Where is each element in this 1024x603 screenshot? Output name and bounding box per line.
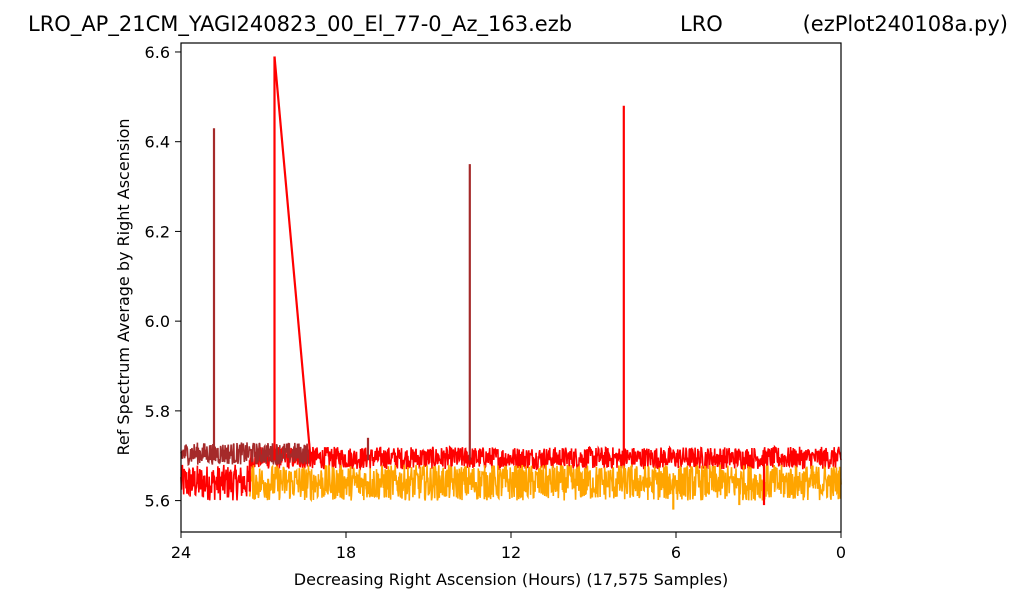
y-tick-label: 6.6: [145, 43, 170, 62]
y-tick-label: 6.2: [145, 222, 170, 241]
header-site: LRO: [680, 12, 723, 36]
x-tick-label: 12: [501, 543, 521, 562]
series-band-red: [180, 464, 251, 501]
spike-decay-line: [273, 56, 312, 456]
x-axis-label: Decreasing Right Ascension (Hours) (17,5…: [294, 570, 728, 589]
series-band-orange: [249, 463, 842, 503]
y-tick-label: 6.0: [145, 312, 170, 331]
y-axis: 5.6 5.8 6.0 6.2 6.4 6.6: [145, 43, 181, 511]
plot-area: [180, 56, 842, 510]
header-script: (ezPlot240108a.py): [803, 12, 1008, 36]
y-tick-label: 5.6: [145, 492, 170, 511]
y-tick-label: 6.4: [145, 133, 170, 152]
y-axis-label: Ref Spectrum Average by Right Ascension: [114, 118, 133, 455]
x-tick-label: 18: [336, 543, 356, 562]
x-axis: 24 18 12 6 0: [171, 532, 846, 562]
x-tick-label: 6: [671, 543, 681, 562]
x-tick-label: 24: [171, 543, 191, 562]
x-tick-label: 0: [836, 543, 846, 562]
header-filename: LRO_AP_21CM_YAGI240823_00_El_77-0_Az_163…: [28, 12, 572, 37]
series-band-brown: [180, 442, 312, 467]
y-tick-label: 5.8: [145, 402, 170, 421]
